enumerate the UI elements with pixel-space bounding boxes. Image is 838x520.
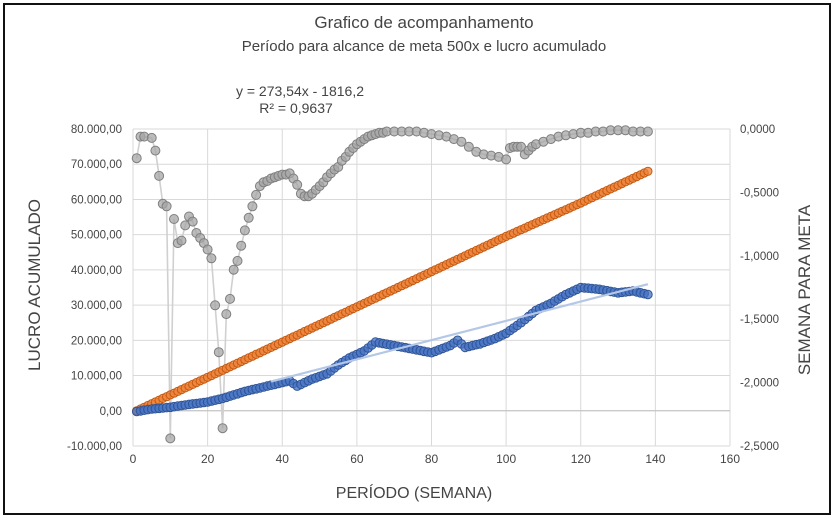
- trendline: [270, 283, 649, 383]
- x-tick-label: 80: [425, 452, 439, 466]
- axes: 80.000,00 70.000,00 60.000,00 50.000,00 40.0…: [67, 124, 779, 466]
- x-tick-label: 140: [645, 452, 665, 466]
- series-0: [131, 282, 653, 417]
- series-layer: [131, 125, 653, 444]
- y-axis-title: LUCRO ACUMULADO: [25, 199, 44, 371]
- y2-tick-label: 0,0000: [740, 124, 775, 136]
- data-point: [243, 212, 254, 223]
- y-tick-label: 50.000,00: [71, 230, 122, 242]
- data-point: [202, 244, 213, 255]
- series-2: [131, 125, 653, 444]
- data-point: [292, 179, 303, 190]
- chart-subtitle: Período para alcance de meta 500x e lucr…: [242, 38, 606, 55]
- text-layer: Grafico de acompanhamento Período para a…: [25, 13, 814, 502]
- data-point: [131, 153, 142, 164]
- data-point: [217, 423, 228, 434]
- data-point: [643, 166, 653, 176]
- data-point: [154, 170, 165, 181]
- x-tick-label: 60: [350, 452, 364, 466]
- y2-axis-title: SEMANA PARA META: [795, 204, 814, 375]
- chart-frame: [3, 3, 831, 515]
- series-1: [132, 166, 653, 416]
- data-point: [232, 255, 243, 266]
- y-tick-label: 60.000,00: [71, 194, 122, 206]
- data-point: [150, 145, 161, 156]
- y-tick-label: 30.000,00: [71, 300, 122, 312]
- data-point: [221, 309, 232, 320]
- data-point: [210, 300, 221, 311]
- data-point: [643, 289, 653, 300]
- y2-tick-label: -1,5000: [740, 314, 779, 326]
- x-tick-label: 120: [571, 452, 591, 466]
- data-point: [236, 240, 247, 251]
- y-tick-label: 20.000,00: [71, 335, 122, 347]
- data-point: [187, 216, 198, 227]
- data-point: [161, 201, 172, 212]
- y-tick-label: 70.000,00: [71, 159, 122, 171]
- trendline-equation: y = 273,54x - 1816,2: [236, 83, 364, 99]
- y2-tick-label: -0,5000: [740, 187, 779, 199]
- y2-tick-label: -1,0000: [740, 251, 779, 263]
- x-tick-label: 40: [276, 452, 290, 466]
- data-point: [228, 264, 239, 275]
- data-point: [206, 253, 217, 264]
- chart-title: Grafico de acompanhamento: [314, 13, 533, 32]
- data-point: [165, 433, 176, 444]
- data-point: [239, 225, 250, 236]
- y-tick-label: 40.000,00: [71, 265, 122, 277]
- y2-tick-label: -2,5000: [740, 441, 779, 453]
- y2-tick-label: -2,0000: [740, 378, 779, 390]
- data-point: [176, 235, 187, 246]
- data-point: [463, 141, 474, 152]
- y-tick-label: 0,00: [100, 406, 122, 418]
- data-point: [169, 214, 179, 224]
- x-axis-title: PERÍODO (SEMANA): [336, 483, 492, 502]
- data-point: [456, 136, 467, 147]
- y-tick-label: 10.000,00: [71, 371, 122, 383]
- data-point: [642, 126, 653, 137]
- data-point: [146, 132, 157, 143]
- x-tick-label: 20: [201, 452, 215, 466]
- data-point: [251, 189, 262, 200]
- x-tick-label: 160: [720, 452, 740, 466]
- y-tick-label: 80.000,00: [71, 124, 122, 136]
- data-point: [501, 154, 512, 165]
- x-tick-label: 100: [496, 452, 516, 466]
- data-point: [213, 347, 224, 358]
- data-point: [225, 293, 235, 304]
- series-line: [135, 129, 648, 439]
- x-tick-label: 0: [130, 452, 137, 466]
- trendline-r2: R² = 0,9637: [259, 100, 333, 116]
- data-point: [247, 201, 258, 212]
- y-tick-label: -10.000,00: [67, 441, 122, 453]
